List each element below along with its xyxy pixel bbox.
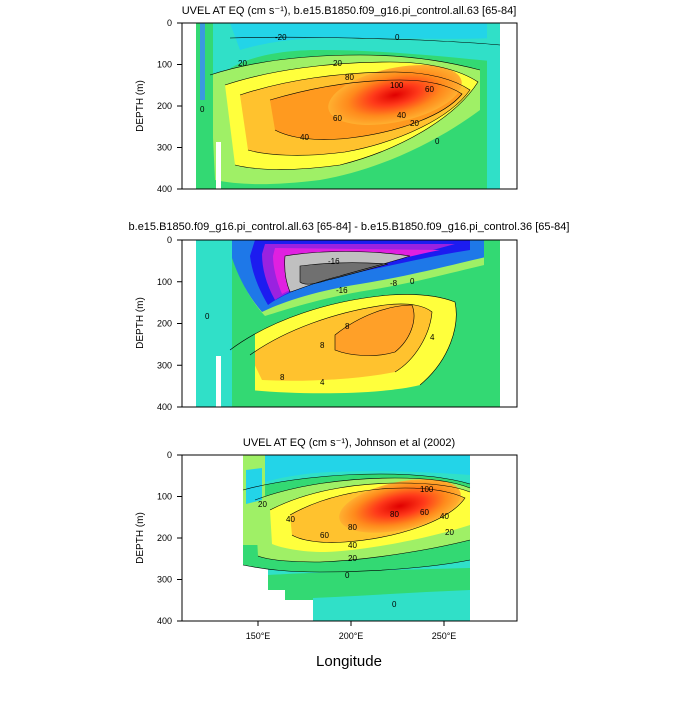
panel-3-contour-label-0: 20 (258, 500, 267, 509)
panel-3-ytick-300: 300 (157, 575, 172, 585)
panel-2-east-green (484, 240, 500, 407)
panel-1-contour-label-6: 100 (390, 81, 404, 90)
panel-3-contour-label-6: 0 (345, 571, 350, 580)
panel-1-ytick-400: 400 (157, 184, 172, 194)
panel-1-yticks (177, 22, 182, 190)
panel-1-contour-label-3: 40 (300, 133, 309, 142)
panel-3-contour-label-8: 60 (420, 508, 429, 517)
panel-1-contour-label-10: 0 (435, 137, 440, 146)
panel-3-contour-label-2: 80 (348, 523, 357, 532)
panel-3-contours (242, 473, 471, 573)
x-axis-title: Longitude (316, 653, 382, 670)
panel-3-contour-label-12: 0 (392, 600, 397, 609)
panel-3-xticks (257, 621, 445, 626)
panel-1-contour-label-5: 80 (345, 73, 354, 82)
panel-2-field: -16 -16 -8 0 8 8 8 4 4 0 (182, 240, 517, 407)
panel-1-contour-label-8: 40 (397, 111, 406, 120)
panel-2-contour-label-9: 0 (205, 312, 210, 321)
panel-2-contour-label-2: -8 (390, 279, 398, 288)
panel-3-contour-label-3: 60 (320, 531, 329, 540)
panel-3-xtick-250: 250°E (432, 631, 457, 641)
panel-3-core (339, 479, 461, 533)
panel-3-deep-green (268, 568, 470, 600)
panel-3-xtick-150: 150°E (246, 631, 271, 641)
panel-1-ylabel: DEPTH (m) (135, 80, 146, 132)
panel-1-contour-label-0: -20 (275, 33, 287, 42)
panel-1-contour-label-7: 60 (425, 85, 434, 94)
panel-2-contour-label-8: 4 (320, 378, 325, 387)
panel-3-title: UVEL AT EQ (cm s⁻¹), Johnson et al (2002… (243, 437, 455, 449)
panel-3-ytick-400: 400 (157, 616, 172, 626)
panel-2: b.e15.B1850.f09_g16.pi_control.all.63 [6… (129, 221, 570, 412)
panel-3-ytick-100: 100 (157, 492, 172, 502)
panel-1-land-gap (216, 142, 221, 189)
panel-1: UVEL AT EQ (cm s⁻¹), b.e15.B1850.f09_g16… (135, 5, 518, 194)
panel-1-contour-label-9: 20 (410, 119, 419, 128)
panel-3-xtick-200: 200°E (339, 631, 364, 641)
panel-3-contour-label-9: 40 (440, 512, 449, 521)
panel-1-contour-label-11: 20 (238, 59, 247, 68)
panel-2-contour-label-0: -16 (328, 257, 340, 266)
panel-3-west-blue (246, 468, 262, 504)
panel-3: UVEL AT EQ (cm s⁻¹), Johnson et al (2002… (135, 437, 518, 670)
panel-1-ytick-0: 0 (167, 18, 172, 28)
panel-3-contour-label-7: 80 (390, 510, 399, 519)
panel-2-title: b.e15.B1850.f09_g16.pi_control.all.63 [6… (129, 221, 570, 233)
panel-1-east-cyan (487, 23, 500, 189)
panel-1-field: -20 0 20 40 60 80 100 60 40 20 0 20 0 (182, 23, 517, 189)
panel-1-surface-strong-westward (230, 23, 500, 50)
panel-2-contour-label-6: 8 (280, 373, 285, 382)
panel-2-ytick-300: 300 (157, 360, 172, 370)
panel-3-ylabel: DEPTH (m) (135, 512, 146, 564)
panel-3-contour-label-1: 40 (286, 515, 295, 524)
panel-2-contour-label-1: -16 (336, 286, 348, 295)
panel-2-positive-deep-orange (335, 305, 415, 356)
panel-1-contour-label-2: 20 (333, 59, 342, 68)
panel-2-negative-dark (300, 262, 388, 285)
panel-2-ytick-0: 0 (167, 235, 172, 245)
panel-1-contours (209, 36, 501, 170)
panel-1-contour-label-12: 0 (200, 105, 205, 114)
panel-2-ylabel: DEPTH (m) (135, 297, 146, 349)
panel-2-ytick-400: 400 (157, 402, 172, 412)
panel-2-ytick-100: 100 (157, 277, 172, 287)
panel-2-yticks (177, 239, 182, 408)
panel-3-ytick-200: 200 (157, 533, 172, 543)
panel-1-core (328, 65, 462, 125)
panel-2-contours (229, 251, 457, 386)
panel-2-contour-label-3: 0 (410, 277, 415, 286)
panel-2-ytick-200: 200 (157, 319, 172, 329)
panel-2-contour-label-7: 4 (430, 333, 435, 342)
panel-3-field: 20 40 80 60 40 20 0 80 60 40 20 100 0 (182, 455, 517, 621)
panel-3-surface-westward (243, 455, 470, 490)
panel-2-land-gap (216, 356, 221, 407)
panel-1-contour-label-4: 60 (333, 114, 342, 123)
panel-2-contour-label-4: 8 (345, 322, 350, 331)
panel-1-ytick-300: 300 (157, 143, 172, 153)
panel-2-contour-label-5: 8 (320, 341, 325, 350)
panel-3-contour-label-4: 40 (348, 541, 357, 550)
panel-3-yticks (177, 454, 182, 622)
panel-2-west-cyan (196, 240, 232, 407)
panel-3-ytick-0: 0 (167, 450, 172, 460)
panel-3-contour-label-10: 20 (445, 528, 454, 537)
panel-1-ytick-200: 200 (157, 101, 172, 111)
panel-1-west-blue-strip (200, 23, 205, 100)
panel-1-contour-label-1: 0 (395, 33, 400, 42)
panel-3-contour-label-5: 20 (348, 554, 357, 563)
panel-1-title: UVEL AT EQ (cm s⁻¹), b.e15.B1850.f09_g16… (182, 5, 517, 17)
panel-1-ytick-100: 100 (157, 60, 172, 70)
panel-2-west-green (232, 330, 255, 407)
panel-3-contour-label-11: 100 (420, 485, 434, 494)
